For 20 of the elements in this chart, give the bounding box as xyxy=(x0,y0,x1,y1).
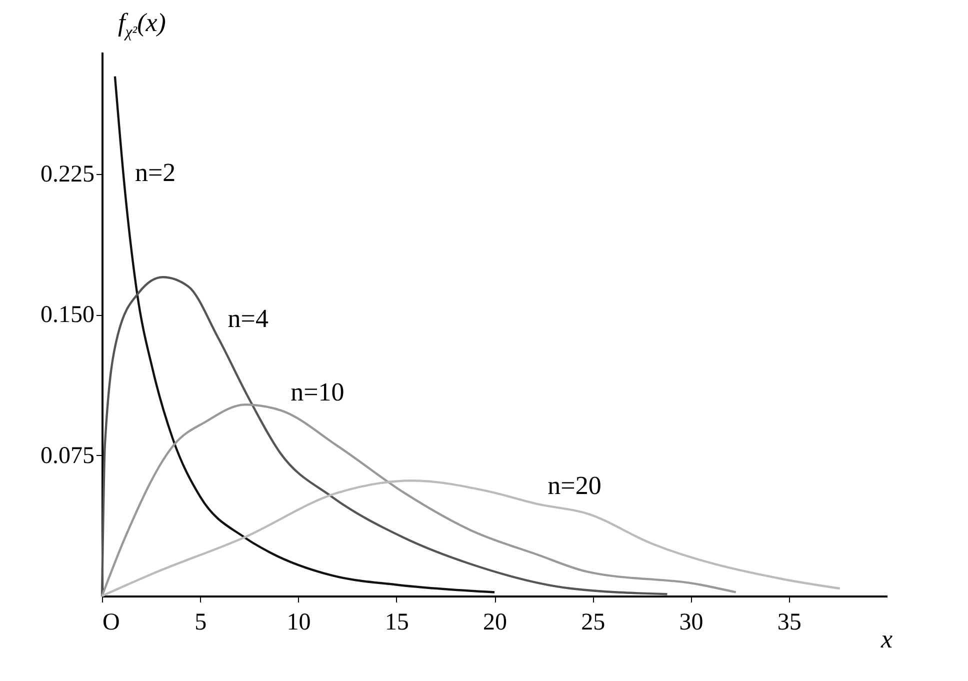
line-series xyxy=(114,75,496,594)
y-tick-label: 0.150 xyxy=(40,302,94,328)
annotation: n=4 xyxy=(228,304,268,334)
x-tick-label: 15 xyxy=(384,610,409,636)
y-tick-label: 0.075 xyxy=(40,442,94,469)
line-series xyxy=(100,404,737,598)
x-tick-label: 35 xyxy=(777,610,802,636)
x-axis-title: x xyxy=(880,624,893,654)
x-tick-label: 20 xyxy=(483,610,507,636)
y-tick-label: 0.225 xyxy=(40,161,94,188)
annotation: n=10 xyxy=(290,377,344,406)
x-tick-label: 30 xyxy=(679,610,704,636)
line-series xyxy=(100,276,668,598)
y-axis-title: f$_{χ²}$(x) xyxy=(118,8,166,42)
x-tick-label: 5 xyxy=(194,610,207,636)
annotation: n=2 xyxy=(134,158,176,187)
x-tick-label: 25 xyxy=(581,610,606,636)
x-tick-label: O xyxy=(102,610,120,636)
x-tick-label: 10 xyxy=(286,610,311,636)
annotation: n=20 xyxy=(548,471,602,500)
